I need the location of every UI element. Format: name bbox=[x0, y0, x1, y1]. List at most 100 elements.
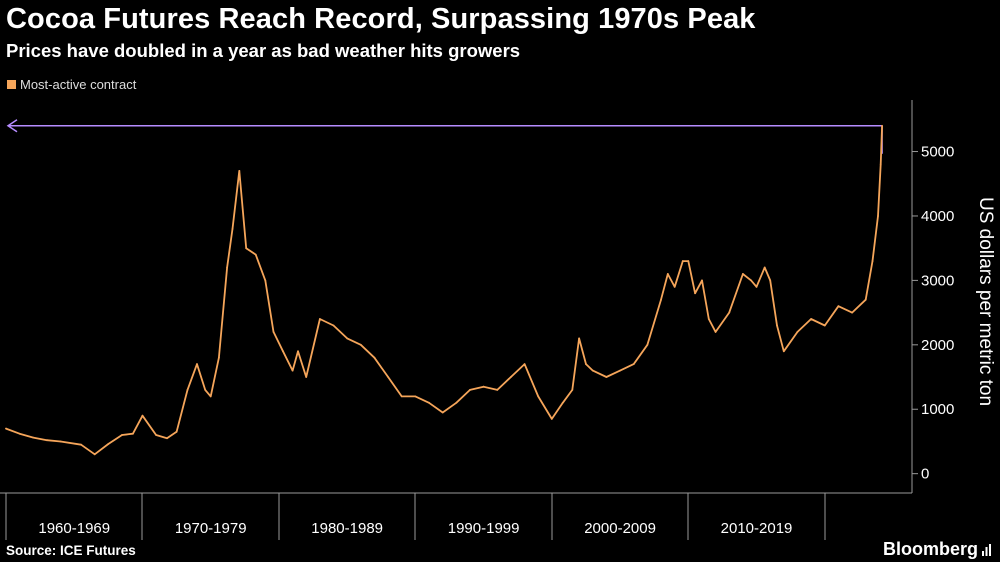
data-point bbox=[879, 163, 882, 166]
data-point bbox=[687, 260, 690, 262]
data-point bbox=[59, 440, 62, 443]
data-point bbox=[400, 395, 403, 398]
data-point bbox=[823, 324, 826, 327]
data-point bbox=[769, 279, 772, 282]
data-point bbox=[107, 443, 110, 445]
data-point bbox=[550, 418, 553, 420]
data-point bbox=[877, 215, 879, 217]
x-category-label: 1980-1989 bbox=[311, 520, 383, 537]
data-point bbox=[728, 311, 731, 314]
data-point bbox=[741, 273, 744, 275]
data-point bbox=[864, 298, 867, 301]
data-point bbox=[591, 369, 594, 372]
data-point bbox=[646, 343, 649, 346]
data-point bbox=[272, 331, 275, 333]
data-point bbox=[46, 439, 48, 442]
data-point bbox=[204, 389, 207, 391]
data-point bbox=[496, 389, 499, 391]
data-point bbox=[673, 285, 676, 288]
legend-swatch bbox=[7, 80, 16, 89]
data-point bbox=[619, 369, 621, 372]
data-point bbox=[537, 395, 540, 398]
data-point bbox=[660, 298, 662, 301]
data-point bbox=[80, 443, 82, 446]
data-point bbox=[238, 169, 241, 172]
data-point bbox=[297, 350, 299, 353]
data-point bbox=[226, 266, 228, 269]
data-point bbox=[332, 324, 335, 327]
data-point bbox=[561, 401, 564, 404]
data-point bbox=[318, 318, 321, 320]
data-point bbox=[666, 273, 669, 275]
data-point bbox=[694, 292, 697, 295]
data-point bbox=[305, 376, 308, 378]
record-arrowhead bbox=[6, 119, 18, 133]
data-point bbox=[166, 437, 168, 440]
data-point bbox=[523, 363, 526, 366]
y-axis-title: US dollars per metric ton bbox=[975, 197, 996, 406]
data-point bbox=[782, 350, 785, 353]
data-point bbox=[681, 260, 684, 262]
y-tick-label: 2000 bbox=[921, 337, 954, 354]
data-point bbox=[359, 343, 362, 346]
x-category-label: 2010-2019 bbox=[721, 520, 793, 537]
x-category-label: 1960-1969 bbox=[38, 520, 110, 537]
data-point bbox=[254, 253, 257, 256]
data-point bbox=[155, 434, 158, 436]
data-point bbox=[132, 432, 134, 435]
y-tick-label: 5000 bbox=[921, 144, 954, 161]
chart-bars-icon bbox=[982, 543, 991, 556]
data-point bbox=[871, 260, 874, 262]
data-point bbox=[441, 411, 444, 414]
data-point bbox=[373, 356, 376, 359]
x-category-label: 1970-1979 bbox=[175, 520, 247, 537]
data-point bbox=[750, 279, 752, 282]
data-point bbox=[776, 324, 778, 327]
data-point bbox=[282, 350, 284, 353]
data-point bbox=[175, 430, 178, 433]
x-category-label: 1990-1999 bbox=[448, 520, 520, 537]
data-point bbox=[217, 356, 220, 359]
y-tick-label: 1000 bbox=[921, 401, 954, 418]
data-point bbox=[387, 376, 389, 378]
y-tick-label: 0 bbox=[921, 466, 929, 483]
data-point bbox=[714, 331, 717, 333]
y-tick-label: 4000 bbox=[921, 208, 954, 225]
brand-logo: Bloomberg bbox=[883, 539, 992, 560]
data-point bbox=[578, 337, 581, 340]
data-point bbox=[264, 279, 267, 282]
data-point bbox=[209, 395, 212, 398]
data-point bbox=[121, 434, 123, 436]
data-point bbox=[851, 311, 853, 314]
data-point bbox=[291, 369, 294, 372]
data-point bbox=[245, 247, 248, 250]
data-point bbox=[18, 432, 21, 435]
chart-subtitle: Prices have doubled in a year as bad wea… bbox=[6, 40, 521, 61]
data-point bbox=[707, 318, 710, 320]
legend: Most-active contract bbox=[7, 77, 136, 92]
data-point bbox=[32, 436, 35, 439]
chart-title: Cocoa Futures Reach Record, Surpassing 1… bbox=[6, 3, 756, 35]
data-point bbox=[5, 427, 7, 430]
data-point bbox=[482, 385, 485, 388]
data-point bbox=[196, 363, 198, 366]
source-note: Source: ICE Futures bbox=[6, 543, 136, 558]
data-point bbox=[141, 414, 144, 417]
data-point bbox=[796, 331, 799, 333]
data-point bbox=[414, 395, 417, 398]
data-point bbox=[837, 305, 840, 308]
data-point bbox=[881, 124, 883, 127]
data-point bbox=[632, 363, 635, 366]
data-point bbox=[605, 376, 608, 378]
data-point bbox=[510, 376, 512, 378]
data-point bbox=[755, 285, 758, 288]
x-category-label: 2000-2009 bbox=[584, 520, 656, 537]
legend-label: Most-active contract bbox=[20, 77, 137, 92]
data-point bbox=[93, 453, 96, 456]
data-point bbox=[231, 227, 234, 230]
brand-name: Bloomberg bbox=[882, 539, 978, 559]
data-point bbox=[469, 389, 471, 391]
series-line-most-active-contract bbox=[5, 125, 883, 456]
data-point bbox=[701, 279, 703, 282]
